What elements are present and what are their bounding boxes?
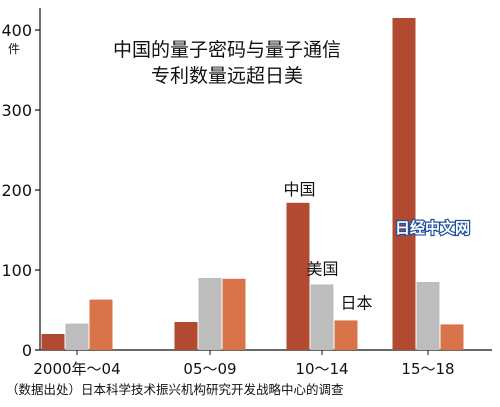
bar-日本-0 [89, 299, 113, 350]
series-label-1: 美国 [307, 259, 339, 278]
bar-中国-3 [392, 18, 416, 350]
bar-日本-1 [222, 278, 246, 350]
bar-美国-0 [65, 323, 89, 350]
chart-title-line-1: 中国的量子密码与量子通信 [113, 39, 341, 61]
bar-日本-2 [334, 320, 358, 350]
source-note: （数据出处）日本科学技术振兴机构研究开发战略中心的调查 [6, 382, 344, 397]
y-tick-label: 0 [22, 341, 32, 360]
x-tick-label: 05～09 [183, 360, 236, 378]
y-tick-label: 300 [1, 101, 32, 120]
bar-中国-1 [174, 322, 198, 350]
chart-title-line-2: 专利数量远超日美 [151, 65, 303, 87]
y-tick-label: 100 [1, 261, 32, 280]
x-tick-label: 10～14 [295, 360, 348, 378]
series-label-0: 中国 [284, 180, 316, 199]
x-tick-label: 15～18 [401, 360, 454, 378]
y-tick-label: 200 [1, 181, 32, 200]
bar-美国-3 [416, 282, 440, 350]
series-label-2: 日本 [341, 293, 373, 312]
bar-中国-2 [286, 202, 310, 350]
chart-axes: 0 100 200 300 400 [1, 8, 492, 360]
x-tick-label: 2000年～04 [33, 360, 120, 378]
y-axis-unit-label: 件 [8, 42, 20, 56]
y-tick-label: 400 [1, 21, 32, 40]
watermark-logo: 日经中文网 [395, 219, 470, 237]
bar-美国-1 [198, 278, 222, 350]
chart-bars [41, 18, 464, 350]
bar-中国-0 [41, 334, 65, 350]
bar-美国-2 [310, 284, 334, 350]
bar-日本-3 [440, 324, 464, 350]
